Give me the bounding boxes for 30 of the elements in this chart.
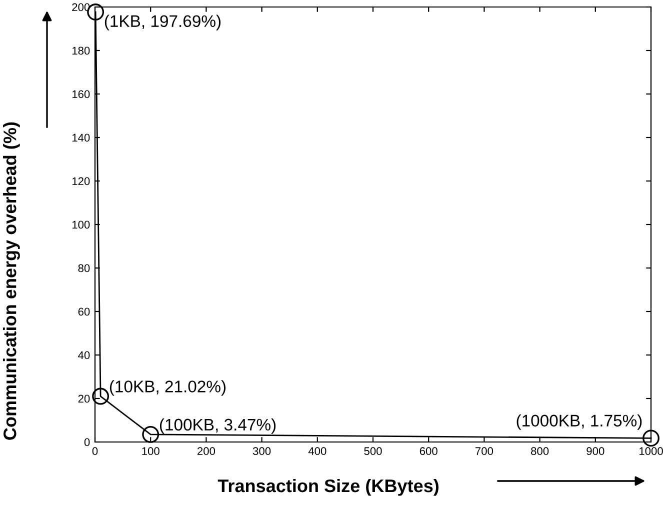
point (142, 426, 160, 443)
y-tick-label: 140 (72, 134, 90, 142)
x-tick-label: 500 (364, 447, 382, 456)
y-tick-label: 160 (72, 90, 90, 98)
x-tick-label: 100 (142, 447, 160, 456)
y-axis-title: Communication energy overhead (%) (3, 122, 20, 440)
x-tick-label: 200 (197, 447, 216, 456)
y-tick-label: 0 (84, 438, 90, 446)
annotation: (10KB, 21.02%) (110, 380, 226, 396)
x-tick-label: 1000 (639, 447, 663, 456)
y-tick-label: 80 (78, 264, 90, 272)
y-tick-label: 180 (72, 46, 90, 55)
y-tick-label: 120 (72, 177, 90, 186)
x-tick-label: 300 (252, 447, 271, 456)
x-tick-label: 600 (420, 447, 438, 456)
point (642, 430, 660, 447)
y-tick-label: 40 (78, 351, 90, 360)
y-tick-label: 20 (78, 394, 90, 403)
y-tick-label: 100 (72, 220, 90, 229)
x-tick-label: 0 (92, 447, 98, 456)
x-tick-label: 900 (586, 447, 604, 456)
x-tick-label: 800 (531, 447, 549, 456)
annotation: (1KB, 197.69%) (104, 14, 221, 30)
y-tick-label: 60 (78, 308, 90, 316)
x-axis-title: Transaction Size (KBytes) (218, 478, 439, 496)
annotation: (100KB, 3.47%) (160, 418, 276, 434)
point (92, 388, 110, 405)
annotation: (1000KB, 1.75%) (516, 414, 642, 430)
x-tick-label: 700 (476, 447, 494, 456)
x-tick-label: 400 (308, 447, 326, 456)
